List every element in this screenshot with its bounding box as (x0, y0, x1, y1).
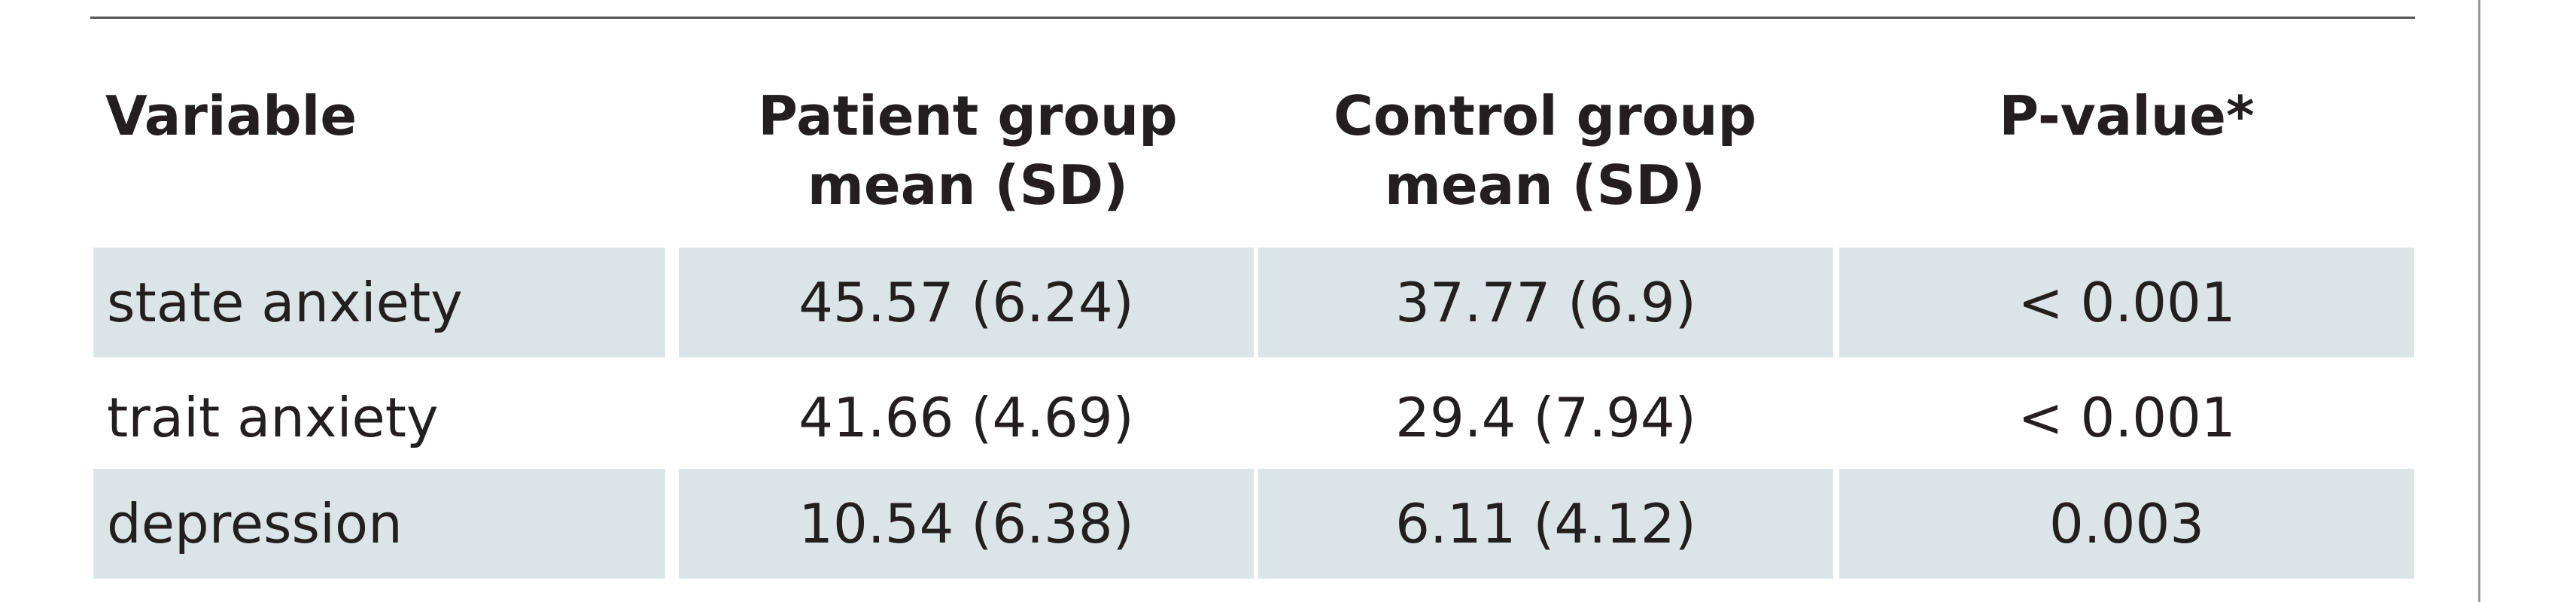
cell-variable-row1: state anxiety (93, 248, 665, 357)
header-variable: Variable (105, 84, 357, 147)
header-patient-line2: mean (SD) (807, 154, 1129, 217)
cell-control-row1: 37.77 (6.9) (1258, 248, 1833, 357)
cell-patient-row3: 10.54 (6.38) (679, 469, 1254, 579)
table-top-rule (90, 17, 2415, 19)
cell-control-row2: 29.4 (7.94) (1395, 386, 1696, 449)
header-control-group: Control group mean (SD) (1257, 81, 1833, 220)
header-control-line2: mean (SD) (1384, 154, 1706, 217)
cell-control-row3: 6.11 (4.12) (1258, 469, 1833, 579)
cell-pvalue-row1: < 0.001 (1839, 248, 2414, 357)
cell-pvalue-row2: < 0.001 (2018, 386, 2236, 449)
cell-patient-row1: 45.57 (6.24) (679, 248, 1254, 357)
header-control-line1: Control group (1333, 84, 1756, 147)
header-pvalue: P-value* (1839, 81, 2414, 150)
cell-patient-row2: 41.66 (4.69) (798, 386, 1134, 449)
cell-pvalue-row3: 0.003 (1839, 469, 2414, 579)
header-patient-line1: Patient group (758, 84, 1178, 147)
page-right-border (2478, 0, 2480, 602)
cell-variable-row3: depression (93, 469, 665, 579)
cell-variable-row2: trait anxiety (107, 386, 439, 449)
header-patient-group: Patient group mean (SD) (679, 81, 1257, 220)
header-pvalue-label: P-value* (1999, 84, 2255, 147)
